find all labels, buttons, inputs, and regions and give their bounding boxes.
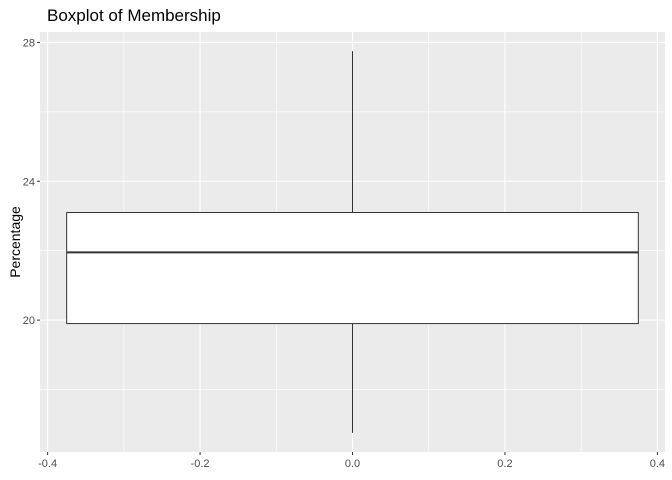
y-tick-label: 24 (23, 176, 35, 188)
x-tick-label: 0.2 (497, 458, 512, 470)
y-tick-label: 20 (23, 315, 35, 327)
y-tick-label: 28 (23, 37, 35, 49)
box-layer (66, 51, 639, 433)
box-iqr (66, 211, 639, 325)
x-tick-label: -0.4 (38, 458, 57, 470)
chart-title: Boxplot of Membership (47, 6, 221, 25)
y-axis-ticks: 20 24 28 (23, 37, 40, 327)
x-tick-label: 0.4 (650, 458, 665, 470)
x-axis-ticks: -0.4 -0.2 0.0 0.2 0.4 (38, 452, 665, 470)
y-axis-title: Percentage (7, 206, 23, 278)
x-tick-label: 0.0 (345, 458, 360, 470)
x-tick-label: -0.2 (191, 458, 210, 470)
